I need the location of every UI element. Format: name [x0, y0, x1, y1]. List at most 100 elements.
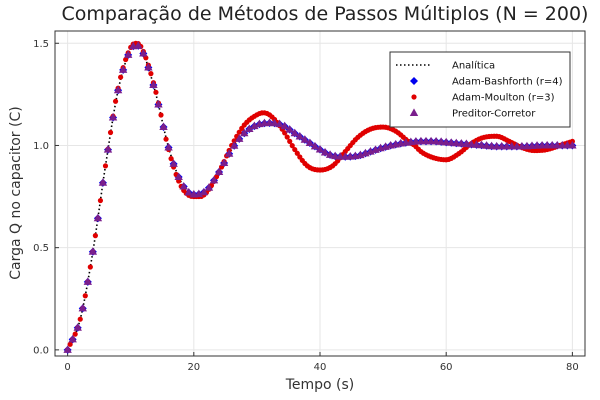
data-point: [224, 149, 234, 157]
legend: Analítica Adam-Bashforth (r=4) Adam-Moulto…: [389, 51, 571, 128]
data-point: [113, 85, 123, 94]
data-point: [93, 213, 103, 222]
data-point: [82, 293, 88, 299]
data-point: [123, 56, 129, 63]
data-point: [139, 48, 148, 57]
data-point: [282, 130, 288, 136]
data-point: [97, 197, 104, 204]
data-point: [108, 112, 118, 121]
data-point: [287, 138, 293, 144]
data-point: [240, 128, 249, 137]
data-point: [436, 137, 446, 145]
data-point: [68, 334, 77, 343]
data-point: [123, 50, 133, 58]
data-point: [330, 151, 340, 160]
data-point: [118, 74, 124, 80]
data-point: [154, 99, 163, 108]
data-point: [118, 65, 128, 73]
series-3: [63, 41, 577, 353]
data-point: [300, 135, 310, 143]
y-tick-label: 0.5: [33, 243, 49, 254]
data-point: [245, 124, 254, 133]
data-point: [148, 71, 154, 77]
data-point: [441, 137, 451, 146]
data-point: [447, 138, 456, 146]
data-point: [315, 144, 325, 153]
data-point: [280, 121, 289, 130]
data-point: [169, 159, 178, 167]
legend-swatch: [410, 77, 418, 85]
data-point: [320, 147, 330, 156]
legend-label: Adam-Moulton (r=3): [452, 93, 555, 104]
data-point: [168, 156, 174, 162]
data-point: [103, 144, 113, 153]
y-tick-label: 1.5: [33, 39, 49, 50]
data-point: [431, 136, 441, 145]
y-tick-label: 1.0: [33, 141, 49, 152]
data-point: [143, 55, 149, 61]
data-point: [107, 129, 114, 136]
chart-title: Comparação de Métodos de Passos Múltiplo…: [62, 3, 589, 25]
data-point: [72, 331, 78, 337]
data-point: [472, 140, 481, 148]
data-point: [289, 143, 295, 149]
data-point: [112, 98, 119, 104]
data-point: [250, 121, 259, 130]
data-point: [462, 139, 471, 148]
data-point: [174, 172, 183, 181]
data-point: [88, 247, 98, 255]
x-tick-label: 80: [566, 362, 579, 373]
y-axis-label: Carga Q no capacitor (C): [8, 106, 24, 279]
data-point: [199, 187, 209, 196]
data-point: [214, 167, 224, 176]
x-axis-label: Tempo (s): [285, 377, 355, 393]
data-point: [98, 178, 108, 186]
data-point: [295, 131, 305, 140]
data-point: [144, 62, 153, 71]
x-tick-label: 60: [440, 362, 453, 373]
data-point: [67, 341, 73, 347]
data-point: [159, 122, 168, 130]
data-point: [209, 175, 219, 184]
data-point: [153, 89, 159, 95]
data-point: [78, 303, 87, 312]
data-point: [77, 316, 83, 322]
data-point: [292, 146, 298, 153]
data-point: [204, 183, 214, 191]
data-point: [305, 138, 315, 147]
data-point: [102, 163, 109, 169]
data-point: [149, 80, 158, 89]
data-point: [452, 138, 461, 147]
data-point: [134, 41, 143, 49]
data-point: [158, 112, 164, 118]
data-point: [163, 136, 169, 142]
data-point: [270, 118, 279, 127]
data-point: [164, 142, 173, 151]
data-point: [285, 125, 294, 133]
legend-label: Analítica: [452, 60, 495, 72]
data-point: [184, 187, 193, 196]
data-point: [92, 233, 98, 239]
data-point: [284, 134, 290, 140]
legend-swatch: [411, 94, 417, 100]
legend-swatch: [409, 108, 419, 116]
data-point: [229, 141, 239, 149]
legend-label: Adam-Bashforth (r=4): [452, 77, 563, 88]
data-point: [275, 119, 284, 128]
data-point: [467, 139, 476, 148]
series-layer: [63, 40, 577, 354]
data-point: [290, 128, 299, 137]
data-point: [179, 181, 188, 190]
x-tick-label: 0: [64, 362, 70, 373]
data-point: [568, 140, 577, 149]
data-point: [231, 138, 237, 144]
data-point: [310, 141, 320, 150]
data-point: [83, 277, 93, 285]
y-tick-label: 0.0: [33, 345, 49, 356]
x-tick-label: 20: [187, 362, 200, 373]
x-tick-label: 40: [314, 362, 327, 373]
data-point: [236, 129, 242, 135]
data-point: [477, 140, 486, 149]
data-point: [73, 323, 82, 331]
